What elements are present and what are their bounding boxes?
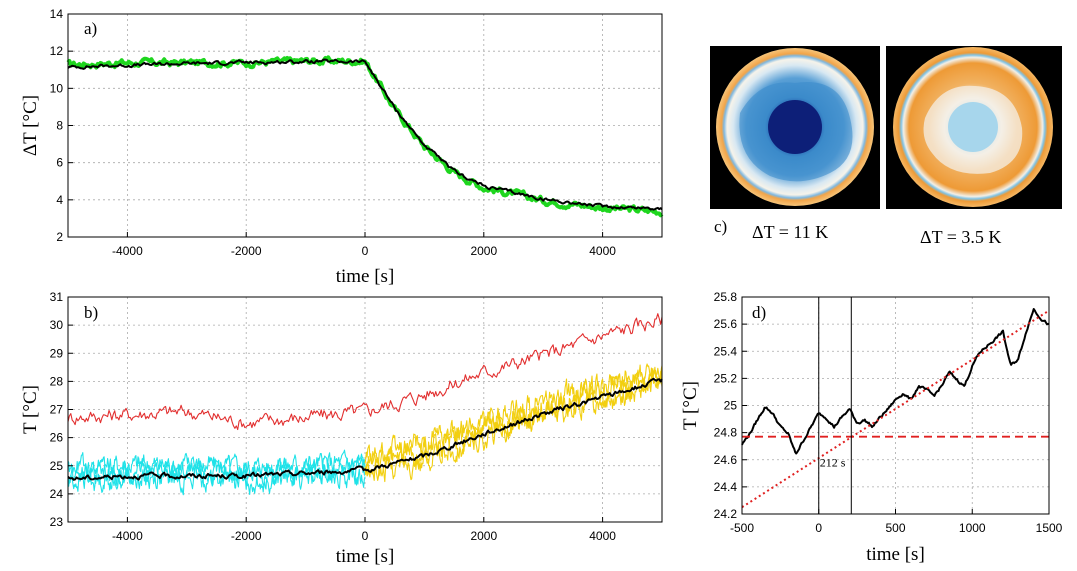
x-tick-label: 2000 <box>470 529 497 543</box>
panel-label: d) <box>752 303 766 322</box>
y-tick-label: 31 <box>50 290 64 304</box>
fit-line <box>741 309 1050 509</box>
panel-d-plot: 212 s -500 0 500 1000 1500 24.2 24.4 24.6 24.8 25 2… <box>680 290 1063 565</box>
x-tick-label: -2000 <box>231 529 262 543</box>
y-tick-label: 30 <box>50 318 64 332</box>
y-tick-label: 25.4 <box>714 344 738 358</box>
x-tick-label: 0 <box>815 521 822 535</box>
annotation-212s: 212 s <box>820 456 846 470</box>
series-line-2 <box>67 449 366 482</box>
y-axis-label: T [°C] <box>680 381 701 430</box>
y-tick-label: 10 <box>50 81 64 95</box>
y-tick-label: 24.4 <box>714 480 738 494</box>
y-tick-label: 27 <box>50 403 64 417</box>
x-tick-label: 1000 <box>959 521 986 535</box>
x-tick-label: 500 <box>885 521 905 535</box>
x-tick-label: 0 <box>362 529 369 543</box>
y-axis-label: ΔT [°C] <box>20 95 41 156</box>
panel-label: b) <box>84 303 98 322</box>
left-caption: ΔT = 11 K <box>752 222 828 242</box>
x-tick-label: -4000 <box>112 529 143 543</box>
thermal-images: c) ΔT = 11 K ΔT = 3.5 K <box>710 46 1062 247</box>
tick-labels: -4000 -2000 0 2000 4000 2 4 6 8 10 12 14 <box>50 7 617 258</box>
series-line-2 <box>67 58 663 211</box>
grid-lines <box>741 296 1050 515</box>
x-tick-label: -4000 <box>112 244 143 258</box>
panel-a-plot: -4000 -2000 0 2000 4000 2 4 6 8 10 12 14 time [s] ΔT … <box>20 7 664 287</box>
series-line-3 <box>364 363 663 468</box>
right-caption: ΔT = 3.5 K <box>920 227 1001 247</box>
y-tick-label: 8 <box>56 119 63 133</box>
series-line-4 <box>67 377 663 481</box>
y-tick-label: 25 <box>50 459 64 473</box>
x-tick-label: 4000 <box>589 244 616 258</box>
panel-b-plot: -4000 -2000 0 2000 4000 23 24 25 26 27 28 29 30 31 tim… <box>20 290 663 567</box>
y-axis-label: T [°C] <box>20 385 41 434</box>
tick-labels: -500 0 500 1000 1500 24.2 24.4 24.6 24.8 25 25.2 25… <box>714 290 1063 535</box>
tick-labels: -4000 -2000 0 2000 4000 23 24 25 26 27 28 29 30 31 <box>50 290 617 543</box>
y-tick-label: 26 <box>50 431 64 445</box>
y-tick-label: 2 <box>56 230 63 244</box>
panel-c-images: c) ΔT = 11 K ΔT = 3.5 K <box>700 38 1072 258</box>
series-line-1 <box>741 308 1050 455</box>
y-tick-label: 28 <box>50 374 64 388</box>
y-tick-label: 12 <box>50 44 64 58</box>
series-line-3 <box>364 366 663 475</box>
panel-label: a) <box>84 19 97 38</box>
y-tick-label: 14 <box>50 7 64 21</box>
left-core <box>768 100 822 154</box>
x-axis-label: time [s] <box>336 266 395 287</box>
y-tick-label: 25.2 <box>714 371 738 385</box>
y-tick-label: 4 <box>56 193 63 207</box>
right-core <box>948 102 998 152</box>
x-axis-label: time [s] <box>866 544 925 565</box>
y-tick-label: 24.8 <box>714 426 738 440</box>
y-tick-label: 25.8 <box>714 290 738 304</box>
panel-c-label: c) <box>714 217 727 236</box>
y-tick-label: 29 <box>50 346 64 360</box>
y-tick-label: 25 <box>724 399 738 413</box>
series-line-1 <box>67 313 663 431</box>
x-axis-label: time [s] <box>336 546 395 567</box>
y-tick-label: 24.6 <box>714 453 738 467</box>
x-tick-label: 2000 <box>470 244 497 258</box>
y-tick-label: 6 <box>56 156 63 170</box>
y-tick-label: 24.2 <box>714 507 738 521</box>
x-tick-label: 0 <box>362 244 369 258</box>
y-tick-label: 24 <box>50 487 64 501</box>
x-tick-label: -500 <box>730 521 754 535</box>
x-tick-label: 4000 <box>589 529 616 543</box>
x-tick-label: -2000 <box>231 244 262 258</box>
y-tick-label: 25.6 <box>714 317 738 331</box>
y-tick-label: 23 <box>50 515 64 529</box>
x-tick-label: 1500 <box>1036 521 1063 535</box>
